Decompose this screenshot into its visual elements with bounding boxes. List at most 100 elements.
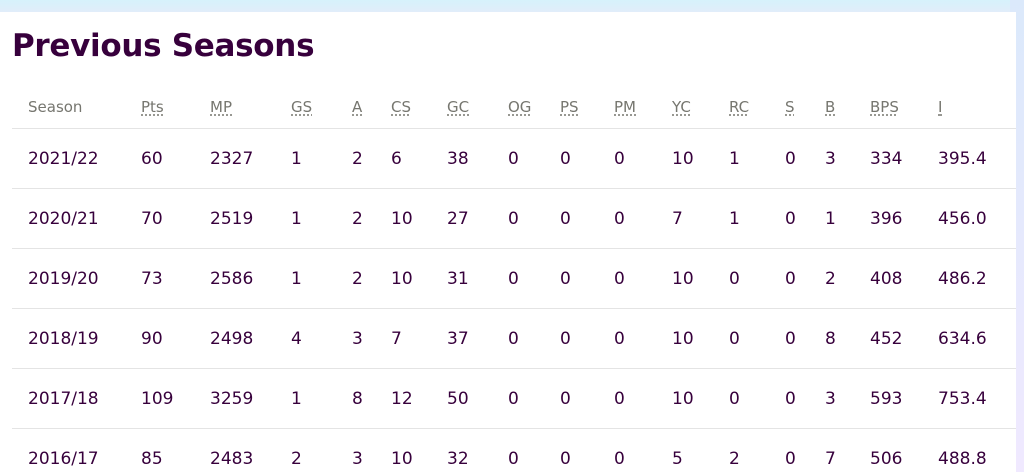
previous-seasons-table: Season Pts MP GS A CS GC OG PS PM YC RC …: [12, 86, 1016, 472]
cell-ps: 0: [560, 448, 571, 469]
cell-cs: 7: [391, 308, 447, 369]
cell-cs: 10: [391, 448, 413, 469]
cell-yc: 10: [672, 128, 729, 189]
cell-i: 488.8: [938, 448, 987, 469]
column-header-mp[interactable]: MP: [210, 86, 291, 129]
column-header-season: Season: [12, 86, 141, 129]
cell-a: 2: [352, 128, 391, 189]
cell-gs: 2: [291, 448, 302, 469]
cell-gc: 50: [447, 368, 508, 429]
cell-pm: 0: [614, 308, 672, 369]
table-row: 2020/21 70 2519 1 2 10 27 0 0 0 7 1 0 1 …: [12, 188, 1016, 249]
cell-ps: 0: [560, 368, 614, 429]
cell-cs: 10: [391, 248, 447, 309]
cell-pm: 0: [614, 368, 672, 429]
cell-mp: 2483: [210, 448, 254, 469]
cell-og: 0: [508, 448, 519, 469]
cell-mp: 2519: [210, 188, 291, 249]
cell-mp: 2586: [210, 248, 291, 309]
column-header-pm[interactable]: PM: [614, 86, 672, 129]
cell-s: 0: [785, 448, 796, 469]
cell-season: 2021/22: [12, 128, 141, 189]
table-row: 2016/17 85 2483 2 3 10 32 0 0 0 5 2 0 7 …: [12, 429, 1016, 472]
cell-pm: 0: [614, 248, 672, 309]
column-header-a[interactable]: A: [352, 86, 391, 129]
table-row: 2019/20 73 2586 1 2 10 31 0 0 0 10 0 0 2…: [12, 248, 1016, 309]
cell-i: 456.0: [938, 188, 1016, 249]
cell-ps: 0: [560, 248, 614, 309]
cell-og: 0: [508, 368, 560, 429]
cell-mp: 2498: [210, 308, 291, 369]
cell-bps: 593: [870, 368, 938, 429]
cell-cs: 6: [391, 128, 447, 189]
cell-s: 0: [785, 128, 825, 189]
cell-gs: 4: [291, 308, 352, 369]
cell-bps: 408: [870, 248, 938, 309]
cell-pts: 70: [141, 188, 210, 249]
cell-mp: 2327: [210, 128, 291, 189]
cell-ps: 0: [560, 308, 614, 369]
cell-yc: 5: [672, 448, 683, 469]
column-header-yc[interactable]: YC: [672, 86, 729, 129]
column-header-b[interactable]: B: [825, 86, 870, 129]
cell-rc: 0: [729, 248, 785, 309]
cell-yc: 10: [672, 308, 729, 369]
cell-a: 3: [352, 308, 391, 369]
page-title: Previous Seasons: [12, 28, 315, 64]
cell-b: 7: [825, 448, 836, 469]
table-header-row: Season Pts MP GS A CS GC OG PS PM YC RC …: [12, 86, 1016, 129]
table-row: 2017/18 109 3259 1 8 12 50 0 0 0 10 0 0 …: [12, 368, 1016, 429]
cell-pts: 73: [141, 248, 210, 309]
cell-mp: 3259: [210, 368, 291, 429]
cell-bps: 396: [870, 188, 938, 249]
cell-yc: 10: [672, 368, 729, 429]
cell-b: 3: [825, 368, 870, 429]
cell-i: 395.4: [938, 128, 1016, 189]
cell-gs: 1: [291, 128, 352, 189]
cell-ps: 0: [560, 128, 614, 189]
cell-gc: 31: [447, 248, 508, 309]
cell-i: 634.6: [938, 308, 1016, 369]
cell-pts: 90: [141, 308, 210, 369]
cell-pm: 0: [614, 188, 672, 249]
cell-yc: 7: [672, 188, 729, 249]
previous-seasons-panel: Previous Seasons Season Pts MP: [0, 12, 1016, 472]
column-header-rc[interactable]: RC: [729, 86, 785, 129]
cell-rc: 0: [729, 368, 785, 429]
cell-ps: 0: [560, 188, 614, 249]
cell-og: 0: [508, 128, 560, 189]
column-header-ps[interactable]: PS: [560, 86, 614, 129]
cell-b: 3: [825, 128, 870, 189]
column-header-i[interactable]: I: [938, 86, 1016, 129]
cell-pm: 0: [614, 448, 625, 469]
cell-pts: 85: [141, 448, 163, 469]
cell-og: 0: [508, 248, 560, 309]
cell-gc: 38: [447, 128, 508, 189]
cell-yc: 10: [672, 248, 729, 309]
cell-bps: 506: [870, 448, 903, 469]
cell-b: 1: [825, 188, 870, 249]
cell-season: 2017/18: [12, 368, 141, 429]
cell-b: 8: [825, 308, 870, 369]
cell-og: 0: [508, 188, 560, 249]
column-header-bps[interactable]: BPS: [870, 86, 938, 129]
column-header-cs[interactable]: CS: [391, 86, 447, 129]
column-header-gs[interactable]: GS: [291, 86, 352, 129]
column-header-s[interactable]: S: [785, 86, 825, 129]
cell-pts: 109: [141, 368, 210, 429]
cell-a: 3: [352, 448, 363, 469]
cell-season: 2020/21: [12, 188, 141, 249]
cell-rc: 2: [729, 448, 740, 469]
cell-season: 2019/20: [12, 248, 141, 309]
cell-b: 2: [825, 248, 870, 309]
cell-a: 2: [352, 188, 391, 249]
column-header-pts[interactable]: Pts: [141, 86, 210, 129]
table-row: 2018/19 90 2498 4 3 7 37 0 0 0 10 0 0 8 …: [12, 308, 1016, 369]
cell-rc: 1: [729, 188, 785, 249]
column-header-og[interactable]: OG: [508, 86, 560, 129]
cell-i: 753.4: [938, 368, 1016, 429]
column-header-gc[interactable]: GC: [447, 86, 508, 129]
table-body: 2021/22 60 2327 1 2 6 38 0 0 0 10 1 0 3 …: [12, 128, 1016, 472]
cell-season: 2016/17: [28, 448, 99, 469]
cell-a: 2: [352, 248, 391, 309]
